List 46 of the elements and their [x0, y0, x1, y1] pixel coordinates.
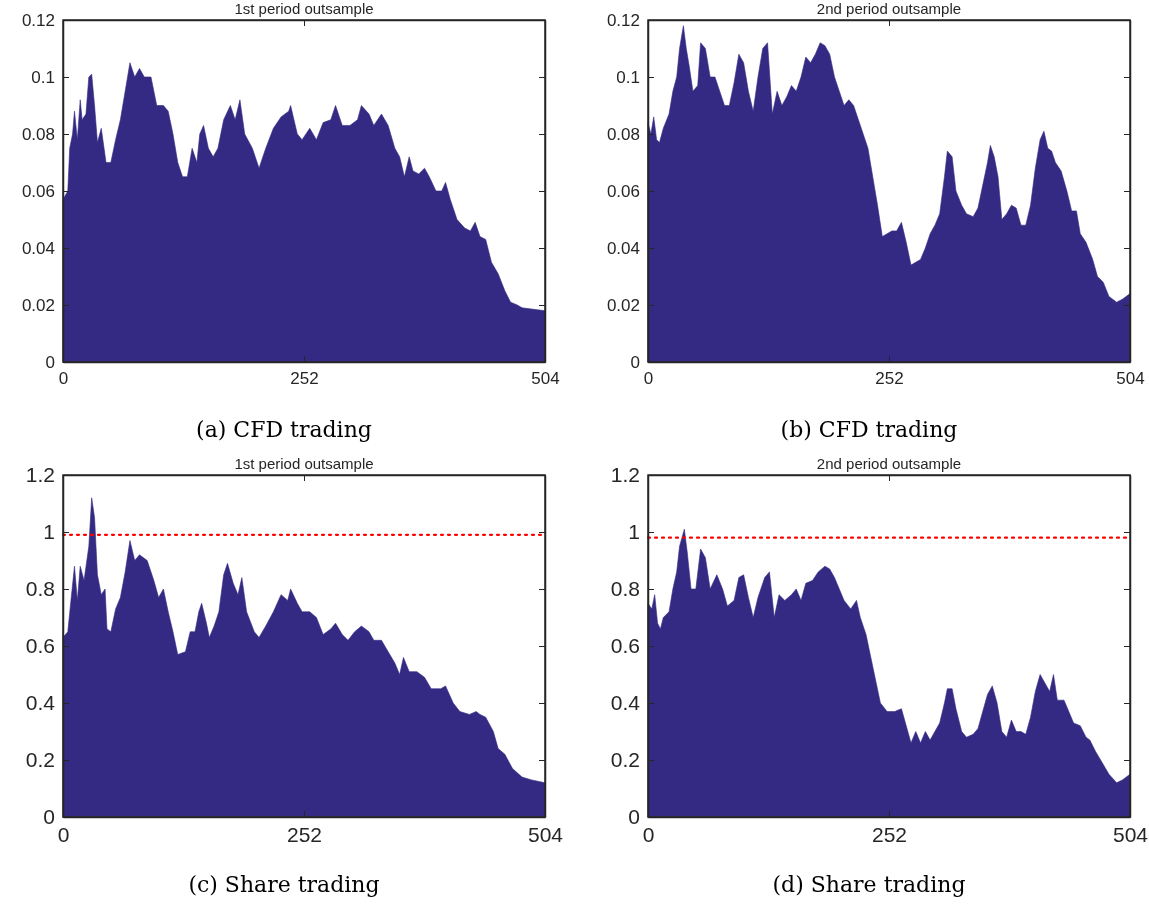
- y-tick-label: 0.06: [21, 181, 55, 201]
- chart-title: 2nd period outsample: [816, 0, 962, 17]
- y-tick-label: 0.2: [610, 748, 640, 772]
- y-tick-label: 0: [628, 805, 640, 829]
- y-tick-label: 1.2: [610, 463, 640, 487]
- y-tick-label: 1: [628, 520, 640, 544]
- x-tick-label: 252: [290, 369, 319, 389]
- y-tick-label: 0.8: [25, 577, 55, 601]
- y-tick-label: 1: [43, 520, 55, 544]
- y-tick-label: 0.12: [606, 10, 640, 30]
- y-tick-label: 0.06: [606, 181, 640, 201]
- y-tick-label: 0.6: [610, 634, 640, 658]
- y-tick-label: 0.2: [25, 748, 55, 772]
- y-tick-label: 0.08: [606, 124, 640, 144]
- x-tick-label: 504: [527, 822, 564, 846]
- x-tick-label: 0: [643, 369, 654, 389]
- y-tick-label: 1.2: [25, 463, 55, 487]
- x-tick-label: 0: [58, 369, 69, 389]
- y-tick-label: 0: [45, 352, 55, 372]
- y-tick-label: 0.04: [21, 238, 55, 258]
- chart-title: 1st period outsample: [234, 455, 374, 472]
- text: (d) Share trading: [772, 872, 966, 897]
- text: (c) Share trading: [188, 872, 380, 897]
- y-tick-label: 0.1: [616, 67, 640, 87]
- y-tick-label: 0.12: [21, 10, 55, 30]
- y-tick-label: 0.8: [610, 577, 640, 601]
- y-tick-label: 0.6: [25, 634, 55, 658]
- x-tick-label: 252: [286, 822, 323, 846]
- y-tick-label: 0.4: [610, 691, 641, 715]
- x-tick-label: 252: [871, 822, 908, 846]
- text: (b) CFD trading: [780, 417, 958, 442]
- y-tick-label: 0.08: [21, 124, 55, 144]
- y-tick-label: 0.02: [606, 295, 640, 315]
- y-tick-label: 0.1: [31, 67, 55, 87]
- y-tick-label: 0: [43, 805, 55, 829]
- x-tick-label: 252: [875, 369, 904, 389]
- y-tick-label: 0.4: [25, 691, 56, 715]
- y-tick-label: 0.04: [606, 238, 640, 258]
- x-tick-label: 504: [1112, 822, 1149, 846]
- x-tick-label: 504: [1116, 369, 1145, 389]
- chart-title: 2nd period outsample: [816, 455, 962, 472]
- y-tick-label: 0.02: [21, 295, 55, 315]
- text: (a) CFD trading: [196, 417, 372, 442]
- x-tick-label: 504: [531, 369, 560, 389]
- y-tick-label: 0: [630, 352, 640, 372]
- chart-title: 1st period outsample: [234, 0, 374, 17]
